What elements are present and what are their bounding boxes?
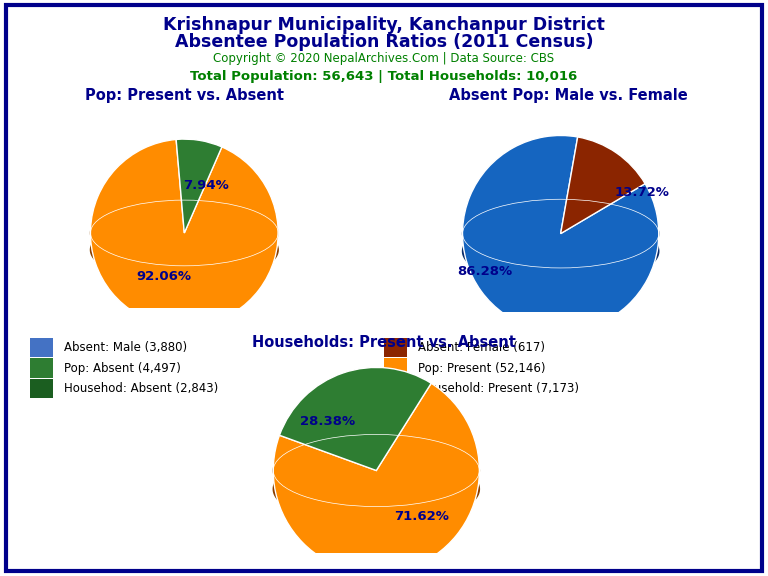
Text: Pop: Absent (4,497): Pop: Absent (4,497) bbox=[65, 362, 181, 374]
Text: Absent: Female (617): Absent: Female (617) bbox=[418, 341, 545, 354]
Text: Pop: Present vs. Absent: Pop: Present vs. Absent bbox=[84, 88, 284, 103]
Text: 92.06%: 92.06% bbox=[137, 270, 191, 283]
Ellipse shape bbox=[91, 217, 278, 283]
Text: 7.94%: 7.94% bbox=[184, 180, 229, 192]
Text: 13.72%: 13.72% bbox=[614, 186, 669, 199]
Polygon shape bbox=[462, 199, 659, 286]
Text: Total Population: 56,643 | Total Households: 10,016: Total Population: 56,643 | Total Househo… bbox=[190, 70, 578, 84]
Polygon shape bbox=[578, 200, 645, 234]
Text: Absent Pop: Male vs. Female: Absent Pop: Male vs. Female bbox=[449, 88, 687, 103]
Bar bbox=[30, 338, 53, 357]
Wedge shape bbox=[273, 383, 479, 574]
Text: Household: Present (7,173): Household: Present (7,173) bbox=[418, 382, 579, 395]
Text: Pop: Present (52,146): Pop: Present (52,146) bbox=[418, 362, 545, 374]
Text: 86.28%: 86.28% bbox=[458, 265, 513, 278]
Polygon shape bbox=[176, 200, 222, 220]
Wedge shape bbox=[280, 367, 431, 471]
Bar bbox=[384, 358, 407, 378]
Bar bbox=[384, 379, 407, 399]
Ellipse shape bbox=[462, 217, 659, 286]
Bar bbox=[30, 379, 53, 399]
Text: 71.62%: 71.62% bbox=[394, 510, 449, 523]
Polygon shape bbox=[91, 200, 278, 283]
Bar bbox=[384, 338, 407, 357]
Polygon shape bbox=[273, 440, 479, 525]
Wedge shape bbox=[561, 137, 645, 234]
Polygon shape bbox=[280, 434, 431, 477]
Text: Househod: Absent (2,843): Househod: Absent (2,843) bbox=[65, 382, 218, 395]
Ellipse shape bbox=[273, 453, 479, 525]
Text: Absent: Male (3,880): Absent: Male (3,880) bbox=[65, 341, 187, 354]
Bar bbox=[30, 358, 53, 378]
Text: Households: Present vs. Absent: Households: Present vs. Absent bbox=[252, 335, 516, 350]
Text: 28.38%: 28.38% bbox=[300, 415, 356, 427]
Text: Copyright © 2020 NepalArchives.Com | Data Source: CBS: Copyright © 2020 NepalArchives.Com | Dat… bbox=[214, 52, 554, 66]
Wedge shape bbox=[176, 139, 222, 233]
Wedge shape bbox=[462, 135, 659, 332]
Wedge shape bbox=[91, 139, 278, 327]
Text: Absentee Population Ratios (2011 Census): Absentee Population Ratios (2011 Census) bbox=[174, 33, 594, 51]
Text: Krishnapur Municipality, Kanchanpur District: Krishnapur Municipality, Kanchanpur Dist… bbox=[163, 16, 605, 34]
